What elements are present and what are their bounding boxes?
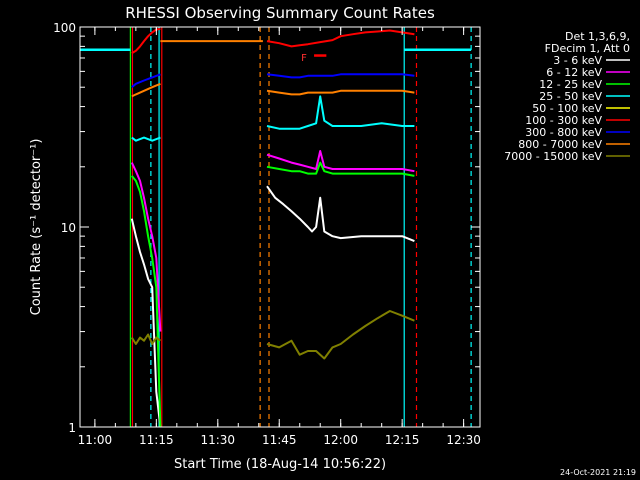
legend-header-line-1: Det 1,3,6,9,	[565, 30, 630, 43]
series-line-0-0	[130, 218, 162, 428]
y-tick-label-0: 1	[68, 421, 76, 435]
legend-label-3: 25 - 50 keV	[539, 90, 602, 103]
series-line-2-0	[131, 175, 162, 428]
series-line-1-0	[130, 162, 162, 332]
x-tick-label-1: 11:15	[139, 433, 174, 447]
legend-label-1: 6 - 12 keV	[546, 66, 602, 79]
series-line-5-0	[131, 27, 161, 55]
plot-area: 11:00 11:15 11:30 11:45 12:00 12:15 12:30 1 10 10…	[53, 21, 481, 447]
legend-header-line-2: FDecim 1, Att 0	[545, 42, 630, 55]
series-line-6-0	[131, 73, 161, 88]
y-tick-label-1: 10	[61, 221, 76, 235]
series-line-3-1	[266, 95, 415, 130]
flare-label: F	[301, 53, 307, 64]
series-line-0-1	[266, 185, 415, 243]
series-line-5-1	[266, 29, 415, 48]
legend: Det 1,3,6,9, FDecim 1, Att 0 3 - 6 keV6 …	[504, 30, 630, 163]
x-tick-label-2: 11:30	[200, 433, 235, 447]
y-tick-label-2: 100	[53, 21, 76, 35]
legend-label-0: 3 - 6 keV	[553, 54, 602, 67]
x-tick-label-4: 12:00	[323, 433, 358, 447]
series-line-3-0	[131, 136, 161, 142]
series-line-1-1	[266, 150, 415, 173]
legend-label-6: 300 - 800 keV	[525, 126, 602, 139]
timestamp-label: 24-Oct-2021 21:19	[560, 468, 636, 477]
series-line-8-0	[130, 333, 162, 345]
series-line-7-0	[131, 82, 161, 98]
legend-label-7: 800 - 7000 keV	[518, 138, 602, 151]
x-axis-label: Start Time (18-Aug-14 10:56:22)	[174, 457, 386, 472]
series-line-7-2	[266, 89, 415, 96]
series-line-8-1	[266, 310, 415, 360]
y-axis-label: Count Rate (s⁻¹ detector⁻¹)	[29, 139, 44, 316]
legend-label-8: 7000 - 15000 keV	[504, 150, 602, 163]
series-line-6-1	[266, 73, 415, 79]
legend-label-2: 12 - 25 keV	[539, 78, 602, 91]
x-tick-label-3: 11:45	[262, 433, 297, 447]
x-tick-label-0: 11:00	[78, 433, 113, 447]
marker-group	[80, 27, 472, 427]
axis-ticks: 11:00 11:15 11:30 11:45 12:00 12:15 12:30 1 10 10…	[53, 21, 481, 447]
series-line-2-1	[266, 161, 415, 177]
legend-label-4: 50 - 100 keV	[532, 102, 602, 115]
legend-label-5: 100 - 300 keV	[525, 114, 602, 127]
x-tick-label-6: 12:30	[446, 433, 481, 447]
x-tick-label-5: 12:15	[385, 433, 420, 447]
chart-title: RHESSI Observing Summary Count Rates	[125, 4, 435, 22]
series-group	[130, 27, 415, 428]
